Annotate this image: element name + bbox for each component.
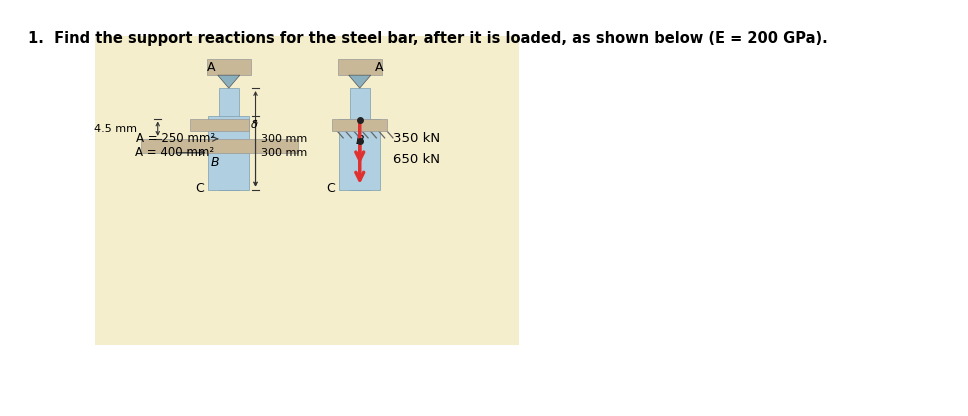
Text: 350 kN: 350 kN [393, 132, 440, 145]
Bar [208, 116, 249, 190]
Text: A = 250 mm²: A = 250 mm² [136, 132, 218, 145]
Text: C: C [326, 182, 335, 195]
Text: C: C [196, 182, 204, 195]
Text: 300 mm: 300 mm [261, 148, 307, 158]
Bar [190, 119, 249, 131]
Bar [206, 59, 251, 75]
Text: 300 mm: 300 mm [261, 134, 307, 144]
Bar [95, 35, 520, 344]
Bar [340, 119, 380, 190]
Bar [219, 88, 239, 190]
Text: B: B [355, 134, 364, 147]
Text: A = 400 mm²: A = 400 mm² [135, 146, 214, 159]
Text: 650 kN: 650 kN [393, 153, 440, 166]
Text: 4.5 mm: 4.5 mm [94, 124, 136, 134]
Text: B: B [211, 156, 219, 169]
Bar [338, 59, 382, 75]
Bar [141, 139, 298, 153]
Bar [349, 88, 370, 190]
Text: A: A [375, 61, 383, 74]
Text: 1.  Find the support reactions for the steel bar, after it is loaded, as shown b: 1. Find the support reactions for the st… [28, 31, 828, 46]
Text: δ: δ [251, 120, 257, 130]
Polygon shape [218, 75, 240, 88]
Polygon shape [348, 75, 371, 88]
Bar [332, 119, 387, 131]
Text: A: A [207, 61, 216, 74]
